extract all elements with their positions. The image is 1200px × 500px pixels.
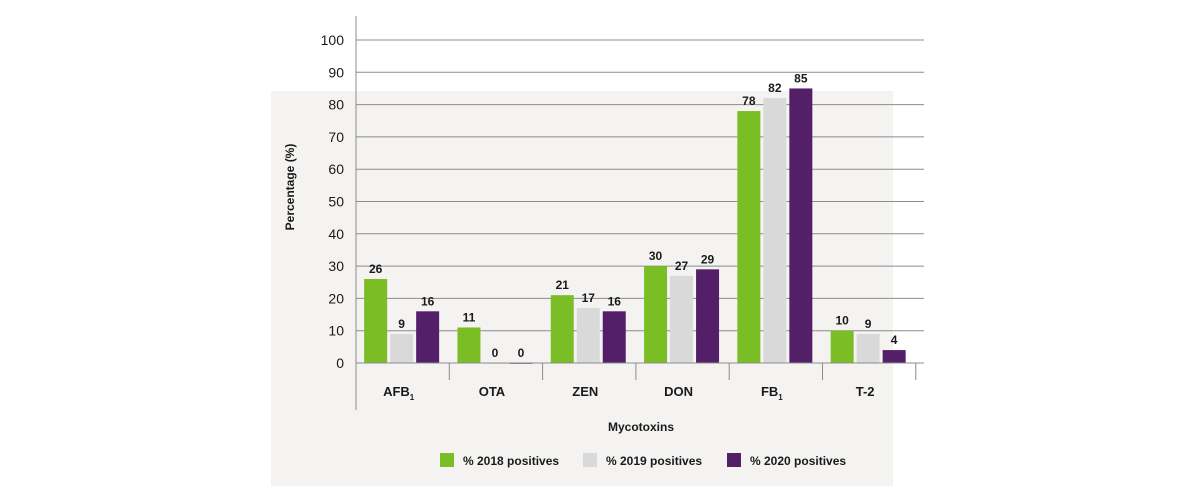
x-tick-label: ZEN: [572, 384, 598, 399]
data-label: 26: [369, 262, 383, 276]
axes: [355, 16, 924, 410]
legend-label-3: % 2020 positives: [750, 454, 846, 468]
bar-don-series-2: [670, 275, 694, 363]
gridlines: [356, 39, 924, 332]
data-label: 85: [794, 71, 808, 85]
x-tick-label: AFB1: [383, 384, 415, 402]
y-tick-label: 20: [328, 290, 344, 306]
bar-afb1-series-1: [364, 279, 388, 363]
legend-swatch-1: [440, 453, 454, 467]
y-tick-label: 40: [328, 226, 344, 242]
bar-t-2-series-2: [856, 333, 880, 363]
data-label: 9: [398, 317, 405, 331]
data-label: 0: [518, 346, 525, 360]
y-tick-label: 70: [328, 129, 344, 145]
x-tick-label: OTA: [479, 384, 506, 399]
data-label: 30: [649, 249, 663, 263]
data-label: 16: [608, 294, 622, 308]
bar-t-2-series-1: [830, 330, 854, 363]
bar-fb1-series-2: [763, 98, 787, 363]
y-tick-label: 60: [328, 161, 344, 177]
bar-afb1-series-2: [390, 333, 414, 363]
data-label: 9: [865, 317, 872, 331]
data-label: 21: [556, 278, 570, 292]
y-tick-label: 50: [328, 194, 344, 210]
x-tick-label: DON: [664, 384, 693, 399]
bar-fb1-series-3: [789, 88, 813, 363]
bar-ota-series-1: [457, 327, 481, 363]
bar-don-series-1: [644, 266, 668, 363]
x-tick-label: T-2: [856, 384, 875, 399]
bar-t-2-series-3: [882, 350, 906, 363]
legend-label-2: % 2019 positives: [606, 454, 702, 468]
bar-don-series-3: [696, 269, 720, 363]
bar-afb1-series-3: [416, 311, 440, 363]
legend-label-1: % 2018 positives: [463, 454, 559, 468]
y-tick-label: 30: [328, 258, 344, 274]
y-axis-title: Percentage (%): [283, 144, 297, 231]
data-label: 27: [675, 259, 689, 273]
data-label: 10: [835, 314, 849, 328]
bar-zen-series-3: [602, 311, 626, 363]
x-tick-label: FB1: [761, 384, 783, 402]
data-label: 4: [891, 333, 898, 347]
x-axis-categories: AFB1 OTA ZEN DON FB1 T-2: [383, 384, 874, 402]
bar-zen-series-2: [576, 308, 600, 363]
x-axis-title: Mycotoxins: [608, 420, 674, 434]
y-tick-label: 90: [328, 64, 344, 80]
data-labels: 26 9 16 11 0 0 21 17 16 30 27 29 78 82 85 10 9 4: [369, 71, 898, 360]
y-tick-label: 0: [336, 355, 344, 371]
data-label: 82: [768, 81, 782, 95]
data-label: 17: [582, 291, 596, 305]
legend: % 2018 positives % 2019 positives % 2020 p…: [440, 453, 846, 468]
data-label: 29: [701, 252, 715, 266]
bar-fb1-series-1: [737, 111, 761, 363]
data-label: 11: [463, 310, 476, 324]
data-label: 16: [421, 294, 435, 308]
legend-swatch-3: [727, 453, 741, 467]
data-label: 78: [742, 94, 756, 108]
y-tick-label: 100: [321, 32, 345, 48]
y-tick-label: 80: [328, 97, 344, 113]
bars: [364, 88, 906, 364]
data-label: 0: [492, 346, 499, 360]
y-tick-label: 10: [328, 323, 344, 339]
y-axis-ticks: 0 10 20 30 40 50 60 70 80 90 100: [321, 32, 345, 371]
legend-swatch-2: [583, 453, 597, 467]
bar-zen-series-1: [550, 295, 574, 363]
